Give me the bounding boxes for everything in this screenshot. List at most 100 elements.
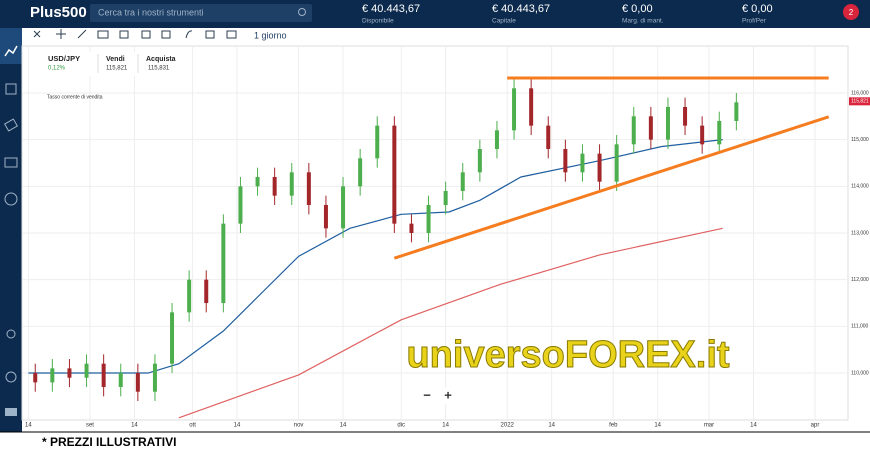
chart-icon xyxy=(4,45,18,57)
x-tick-label: set xyxy=(86,423,94,429)
candle-body xyxy=(546,125,551,149)
icon[interactable] xyxy=(5,371,17,383)
tool-icon[interactable] xyxy=(226,30,237,39)
candle-body xyxy=(238,186,243,224)
search-icon xyxy=(298,8,306,16)
x-tick-label: 14 xyxy=(340,423,347,429)
candle-body xyxy=(665,106,670,140)
x-tick-label: feb xyxy=(609,423,618,429)
rate-note: Tasso corrente di vendita xyxy=(47,94,103,100)
x-tick-label: 14 xyxy=(131,423,138,429)
watermark: universoFOREX.it xyxy=(406,334,729,376)
icon[interactable] xyxy=(6,329,16,339)
moving-average xyxy=(178,227,723,419)
candle-body xyxy=(289,172,294,196)
candle-body xyxy=(460,172,465,191)
x-tick-label: ott xyxy=(189,423,196,429)
candle-body xyxy=(135,373,140,392)
zoom-controls xyxy=(418,388,458,404)
x-tick-label: 14 xyxy=(750,423,757,429)
instrument-change: 0,12% xyxy=(48,66,66,72)
stat-label: Marg. di mant. xyxy=(622,18,664,25)
candle-body xyxy=(84,363,89,378)
search-placeholder: Cerca tra i nostri strumenti xyxy=(98,7,204,17)
x-tick-label: nov xyxy=(294,423,304,429)
footer-note: * PREZZI ILLUSTRATIVI xyxy=(42,435,176,449)
candle-body xyxy=(67,368,72,378)
y-tick-label: 115,000 xyxy=(851,137,869,143)
candle-body xyxy=(255,176,260,187)
x-tick-label: dic xyxy=(397,423,405,429)
tool-icon[interactable] xyxy=(119,30,129,39)
search-box[interactable] xyxy=(90,4,312,22)
y-tick-label: 110,000 xyxy=(851,370,869,376)
tool-icon[interactable] xyxy=(141,30,151,39)
stat-value: € 0,00 xyxy=(622,3,653,15)
instrument-name[interactable]: USD/JPY xyxy=(48,54,80,63)
icon[interactable] xyxy=(5,83,17,95)
sidebar-active[interactable] xyxy=(0,28,22,64)
tool-icon[interactable] xyxy=(33,30,41,38)
candle-body xyxy=(306,172,311,205)
candle-body xyxy=(118,373,123,388)
stat-label: Capitale xyxy=(492,18,516,25)
candle-body xyxy=(358,158,363,187)
tool-icon[interactable] xyxy=(205,30,215,39)
candle-body xyxy=(717,120,722,145)
x-tick-label: 14 xyxy=(442,423,449,429)
candle-body xyxy=(631,116,636,145)
candle-body xyxy=(648,116,653,140)
zoom-in[interactable]: + xyxy=(444,387,452,402)
x-tick-label: apr xyxy=(811,423,820,429)
candle-body xyxy=(170,312,175,364)
icon[interactable] xyxy=(3,118,19,132)
icon[interactable] xyxy=(5,408,17,416)
candle-body xyxy=(443,190,448,205)
tool-icon[interactable] xyxy=(56,29,66,39)
stat-value: € 40.443,67 xyxy=(362,3,420,15)
candle-body xyxy=(580,153,585,173)
sell-label[interactable]: Vendi xyxy=(106,56,125,63)
x-tick-label: 14 xyxy=(548,423,555,429)
candle-body xyxy=(152,363,157,392)
candle-body xyxy=(426,204,431,233)
tool-icon[interactable] xyxy=(97,30,109,39)
candle-body xyxy=(529,88,534,126)
buy-price: 115,831 xyxy=(148,66,170,72)
candle-body xyxy=(512,88,517,131)
tool-icon[interactable] xyxy=(161,30,171,39)
y-tick-label: 114,000 xyxy=(851,184,869,190)
stat-value: € 0,00 xyxy=(742,3,773,15)
tool-icon[interactable] xyxy=(77,29,87,39)
candle-body xyxy=(221,223,226,304)
y-tick-label: 113,000 xyxy=(851,230,869,236)
candle-body xyxy=(614,144,619,182)
tool-icon[interactable] xyxy=(185,30,193,39)
sell-price: 115,821 xyxy=(106,66,128,72)
notification-badge[interactable] xyxy=(843,4,859,20)
stat-value: € 40.443,67 xyxy=(492,3,550,15)
y-tick-label: 116,000 xyxy=(851,90,869,96)
candle-body xyxy=(187,279,192,313)
period-selector[interactable]: 1 giorno xyxy=(254,30,287,40)
zoom-out[interactable]: − xyxy=(423,387,431,402)
candle-body xyxy=(50,368,55,383)
candle-body xyxy=(272,176,277,196)
icon[interactable] xyxy=(4,157,18,168)
candle-body xyxy=(700,125,705,145)
last-price-label: 115,821 xyxy=(851,99,869,105)
buy-label[interactable]: Acquista xyxy=(146,56,176,63)
x-tick-label: 2022 xyxy=(501,423,515,429)
x-tick-label: 14 xyxy=(25,423,32,429)
candle-body xyxy=(33,373,38,383)
candle-body xyxy=(392,125,397,224)
logo[interactable]: Plus500 xyxy=(30,4,87,21)
stat-label: Prof/Per xyxy=(742,18,767,25)
icon[interactable] xyxy=(4,192,18,206)
x-tick-label: 14 xyxy=(654,423,661,429)
candle-body xyxy=(204,279,209,304)
candle-body xyxy=(734,102,739,121)
sidebar xyxy=(0,28,22,432)
candle-body xyxy=(683,106,688,126)
